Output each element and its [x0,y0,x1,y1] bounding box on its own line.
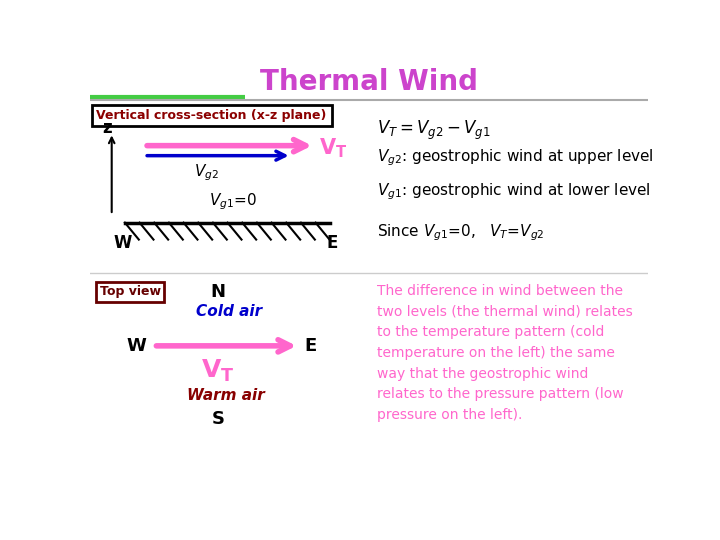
Text: $V_{g2}$: $V_{g2}$ [194,163,219,183]
Text: N: N [210,283,225,301]
Text: Vertical cross-section (x-z plane): Vertical cross-section (x-z plane) [96,109,327,122]
Text: $V_{g2}$: geostrophic wind at upper level: $V_{g2}$: geostrophic wind at upper leve… [377,147,653,167]
Text: $V_{g1}$: geostrophic wind at lower level: $V_{g1}$: geostrophic wind at lower leve… [377,181,650,202]
Text: W: W [113,234,132,252]
Text: E: E [326,234,338,252]
Text: z: z [102,119,112,137]
Text: $V_{g1}$=0: $V_{g1}$=0 [210,192,257,212]
Text: S: S [212,410,225,428]
Text: $V_T=V_{g2}-V_{g1}$: $V_T=V_{g2}-V_{g1}$ [377,119,490,142]
Text: Cold air: Cold air [197,303,263,319]
Text: Warm air: Warm air [186,388,264,403]
Text: Top view: Top view [100,286,161,299]
Text: Since $V_{g1}$=0,   $V_T$=$V_{g2}$: Since $V_{g1}$=0, $V_T$=$V_{g2}$ [377,222,544,243]
Text: The difference in wind between the
two levels (the thermal wind) relates
to the : The difference in wind between the two l… [377,284,632,422]
Text: $\mathbf{V_T}$: $\mathbf{V_T}$ [319,136,347,160]
Text: $\mathbf{V_T}$: $\mathbf{V_T}$ [201,358,235,384]
Text: Thermal Wind: Thermal Wind [260,68,478,96]
Bar [91,105,332,126]
Text: E: E [305,337,317,355]
Bar [96,282,164,302]
Text: W: W [127,337,146,355]
